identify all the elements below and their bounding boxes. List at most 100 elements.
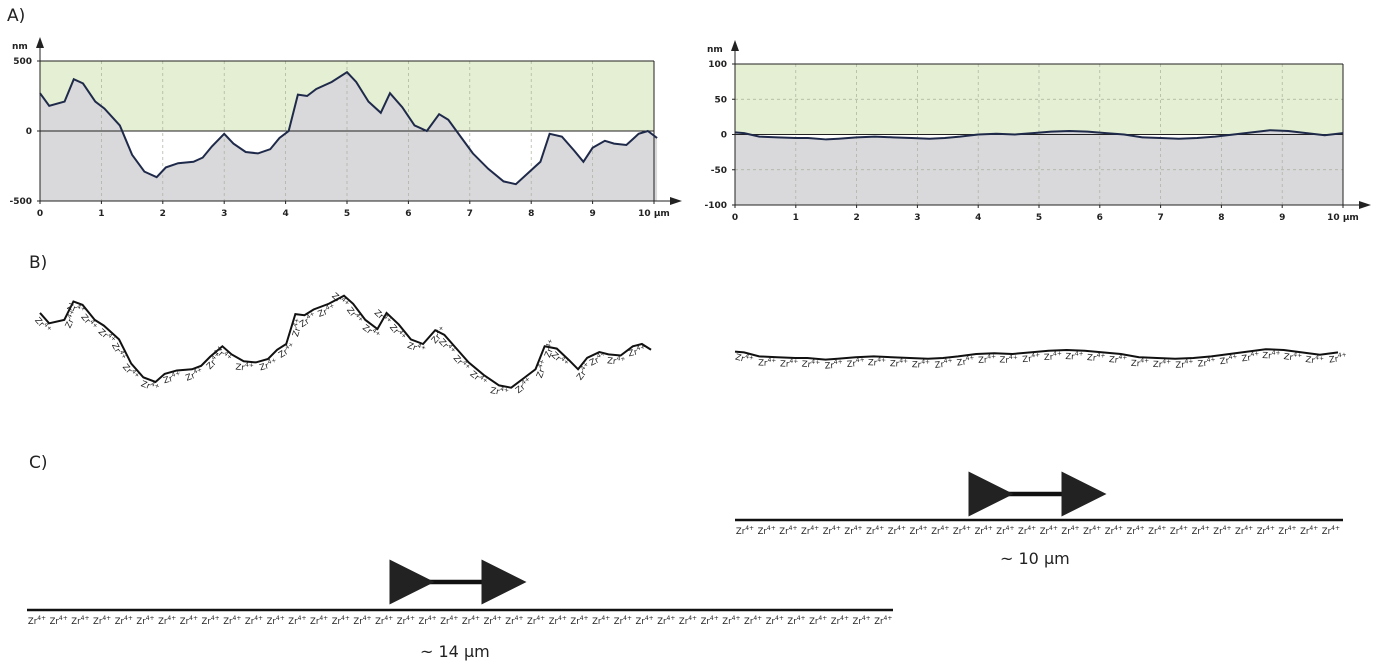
x-tick-label: 5 — [344, 209, 350, 219]
zr-ion-label: Zr4+ — [1197, 356, 1216, 370]
zr-ion-label: Zr4+ — [1322, 525, 1340, 537]
zr-ion-label: Zr4+ — [223, 615, 241, 627]
zr-ion-label: Zr4+ — [65, 300, 86, 318]
panel-label-a: A) — [7, 6, 26, 26]
zr-ion-label: Zr4+ — [184, 366, 205, 384]
x-tick-label: 8 — [1218, 213, 1224, 223]
zr-ion-label: Zr4+ — [824, 358, 843, 371]
zr-ion-label: Zr4+ — [202, 615, 220, 627]
zr-ion-label: Zr4+ — [931, 525, 949, 537]
zr-ion-label: Zr4+ — [874, 615, 892, 627]
zr-ion-label: Zr4+ — [1300, 525, 1318, 537]
scale-label-left: ~ 14 μm — [420, 642, 490, 661]
zr-ion-label: Zr4+ — [288, 615, 306, 627]
zr-ion-label: Zr4+ — [953, 525, 971, 537]
panel-label-c: C) — [29, 453, 48, 473]
zr-ion-label: Zr4+ — [701, 615, 719, 627]
x-tick-label: 6 — [1097, 213, 1103, 223]
zr-ion-label: Zr4+ — [1305, 353, 1325, 367]
zr-ion-label: Zr4+ — [888, 525, 906, 537]
x-tick-label: 0 — [37, 209, 43, 219]
zr-ion-label: Zr4+ — [440, 615, 458, 627]
x-tick-label: 8 — [528, 209, 534, 219]
zr-ion-label: Zr4+ — [1283, 350, 1303, 364]
zr-ion-label: Zr4+ — [162, 370, 183, 387]
y-axis-arrow — [36, 37, 44, 48]
zr-ion-label: Zr4+ — [28, 615, 46, 627]
zr-ion-label: Zr4+ — [1022, 352, 1041, 366]
zr-ion-label: Zr4+ — [1040, 525, 1058, 537]
zr-ion-label: Zr4+ — [513, 375, 535, 396]
y-tick-label: 0 — [26, 127, 32, 137]
zr-ion-label: Zr4+ — [570, 615, 588, 627]
zr-ion-label: Zr4+ — [1213, 525, 1231, 537]
zr-ion-label: Zr4+ — [109, 341, 128, 363]
y-tick-label: 50 — [714, 95, 727, 105]
zr-ion-label: Zr4+ — [387, 322, 408, 344]
zr-ion-label: Zr4+ — [139, 377, 160, 395]
x-tick-label: 10 μm — [638, 209, 670, 219]
zr-ion-label: Zr4+ — [1087, 351, 1106, 365]
zr-ion-label: Zr4+ — [436, 336, 457, 358]
zr-ion-label: Zr4+ — [801, 358, 820, 372]
zr-ion-label: Zr4+ — [533, 358, 551, 379]
zr-ion-label: Zr4+ — [120, 361, 141, 383]
zr-ion-label: Zr4+ — [1241, 350, 1261, 364]
zr-ion-label: Zr4+ — [1328, 351, 1348, 365]
zr-ion-label: Zr4+ — [527, 615, 545, 627]
zr-ion-label: Zr4+ — [868, 356, 887, 369]
x-axis-arrow — [670, 197, 682, 205]
panel-label-b: B) — [29, 253, 48, 273]
zr-ion-label: Zr4+ — [1170, 525, 1188, 537]
x-tick-label: 1 — [793, 213, 799, 223]
zr-ion-label: Zr4+ — [1257, 525, 1275, 537]
zr-ion-label: Zr4+ — [779, 525, 797, 537]
zr-ion-label: Zr4+ — [801, 525, 819, 537]
y-tick-label: 100 — [708, 60, 727, 70]
zr-ion-label: Zr4+ — [1235, 525, 1253, 537]
zr-ion-label: Zr4+ — [934, 357, 953, 371]
zr-ion-label: Zr4+ — [332, 615, 350, 627]
zr-ion-label: Zr4+ — [1175, 358, 1194, 371]
y-axis-unit: nm — [707, 45, 723, 55]
zr-ion-label: Zr4+ — [484, 615, 502, 627]
zr-ion-label: Zr4+ — [375, 615, 393, 627]
zr-ion-label: Zr4+ — [844, 525, 862, 537]
zr-ion-label: Zr4+ — [289, 317, 306, 338]
x-tick-label: 3 — [221, 209, 227, 219]
zr-ion-label: Zr4+ — [1061, 525, 1079, 537]
zr-ion-label: Zr4+ — [78, 311, 99, 333]
flat-layer-left: Zr4+ Zr4+ Zr4+ Zr4+ Zr4+ Zr4+ Zr4+ Zr4+ Zr4+ Zr4+… — [27, 608, 893, 627]
zr-ion-label: Zr4+ — [766, 615, 784, 627]
zr-ion-label: Zr4+ — [115, 615, 133, 627]
smooth-profile-chart: nm 0 1 2 3 4 5 6 7 8 9 10 μm 100 50 0 -50 -100 — [704, 40, 1371, 223]
zr-ion-label: Zr4+ — [258, 357, 279, 374]
y-axis-unit: nm — [12, 42, 28, 52]
profile-line — [734, 129, 1344, 141]
zr-ion-label: Zr4+ — [136, 615, 154, 627]
zr-ion-label: Zr4+ — [1108, 353, 1127, 367]
zr-ion-label: Zr4+ — [1018, 525, 1036, 537]
zr-ion-label: Zr4+ — [1105, 525, 1123, 537]
y-tick-label: -100 — [704, 201, 727, 211]
zr-ion-label: Zr4+ — [372, 307, 393, 328]
zr-ion-label: Zr4+ — [1127, 525, 1145, 537]
zr-ion-label: Zr4+ — [297, 310, 319, 330]
zr-ion-label: Zr4+ — [744, 615, 762, 627]
zr-ion-label: Zr4+ — [809, 615, 827, 627]
flat-layer-right: Zr4+ Zr4+ Zr4+ Zr4+ Zr4+ Zr4+ Zr4+ Zr4+ Zr4+ Zr4+… — [735, 518, 1343, 537]
surface-line — [39, 294, 652, 389]
zr-ion-label: Zr4+ — [397, 615, 415, 627]
y-tick-label: -500 — [9, 197, 32, 207]
zr-ion-label: Zr4+ — [846, 356, 865, 370]
y-tick-label: 0 — [721, 131, 727, 141]
zr-ion-label: Zr4+ — [853, 615, 871, 627]
surface-line — [734, 348, 1339, 361]
x-tick-label: 1 — [98, 209, 104, 219]
zr-ion-label: Zr4+ — [541, 338, 559, 359]
zr-ion-label: Zr4+ — [587, 350, 609, 369]
zr-ion-label: Zr4+ — [657, 615, 675, 627]
zr-ion-label: Zr4+ — [462, 615, 480, 627]
zr-ion-label: Zr4+ — [758, 525, 776, 537]
